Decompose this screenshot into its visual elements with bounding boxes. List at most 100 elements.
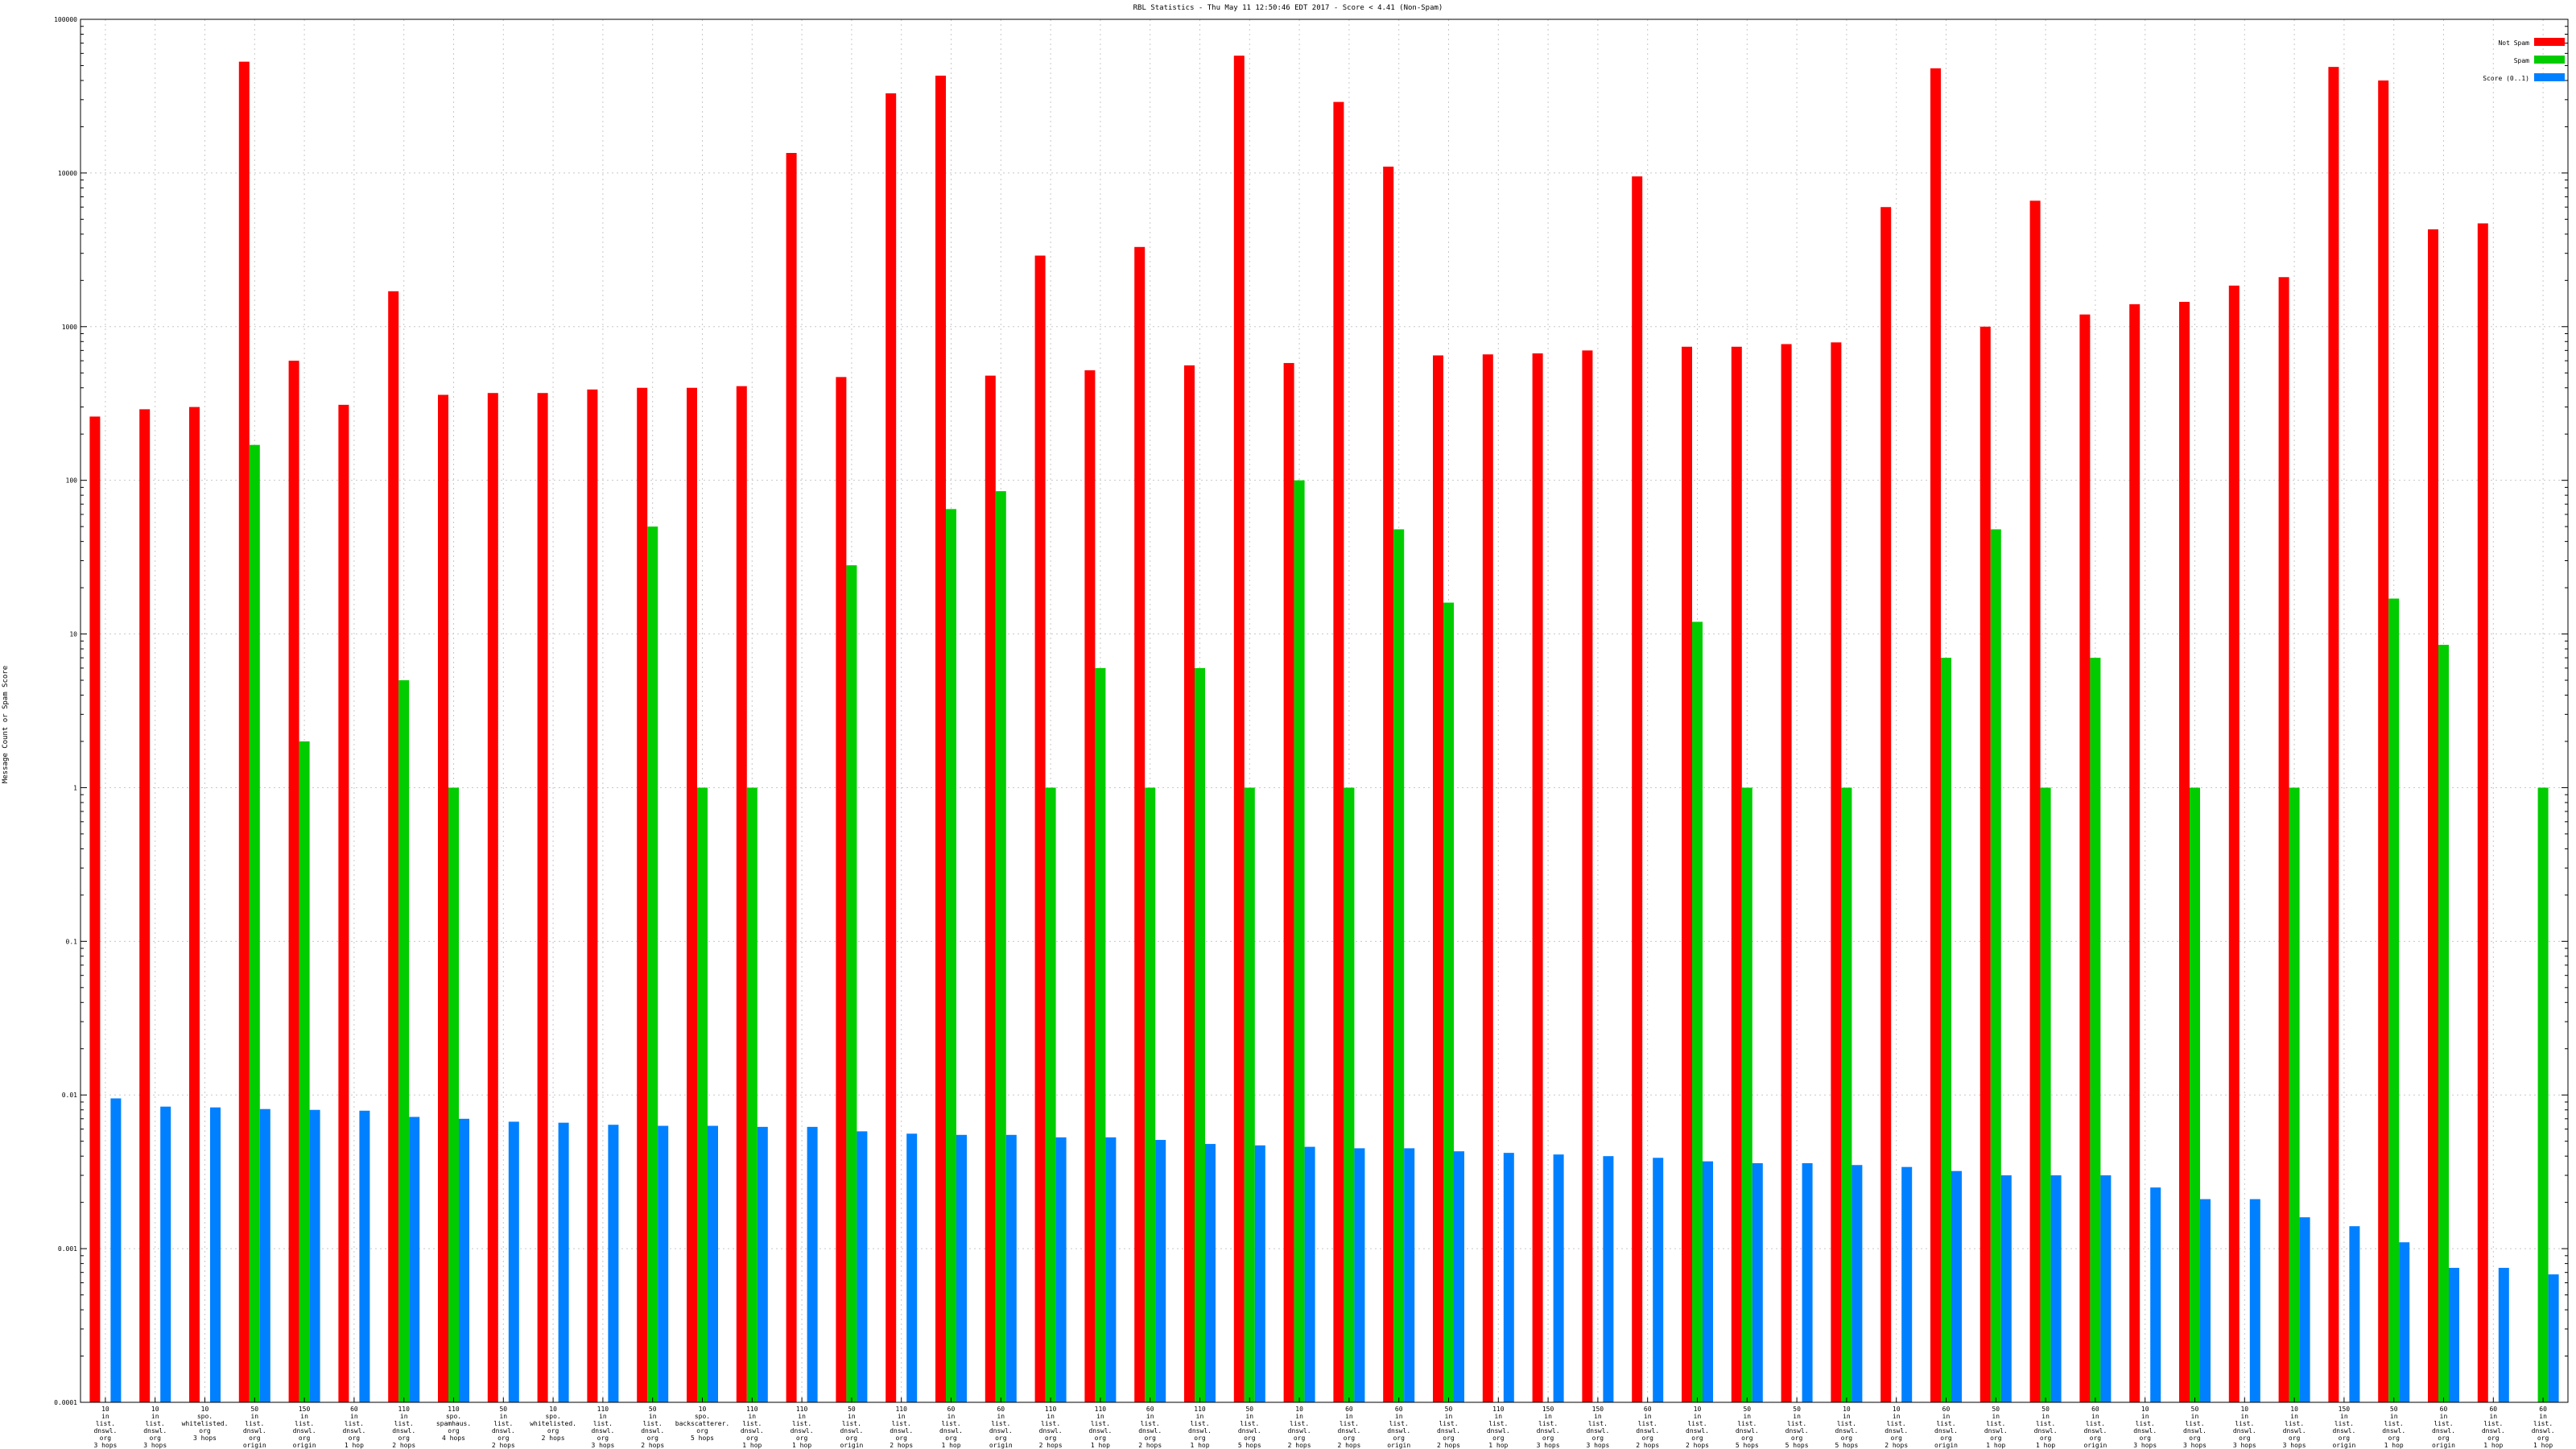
bar-score-0-1	[2399, 1242, 2410, 1402]
x-tick-label-line: in	[151, 1413, 159, 1420]
x-tick-label-line: 110	[1492, 1406, 1505, 1413]
x-tick-label-line: org	[1592, 1435, 1604, 1442]
x-tick-label-line: list.	[2533, 1420, 2553, 1427]
legend-label: Not Spam	[2498, 39, 2529, 47]
bar-score-0-1	[1304, 1146, 1315, 1402]
x-tick-label-line: 4 hops	[442, 1435, 465, 1442]
bar-not-spam	[1433, 355, 1443, 1403]
x-tick-label-line: in	[300, 1413, 308, 1420]
legend-label: Spam	[2514, 57, 2529, 64]
x-tick-label-line: 3 hops	[143, 1442, 167, 1449]
x-tick-label: 60 in list. dnswl. org origin	[2083, 1406, 2107, 1449]
x-tick-label-line: in	[2539, 1413, 2547, 1420]
x-tick-label-line: org	[1691, 1435, 1703, 1442]
bar-not-spam	[2079, 314, 2091, 1402]
x-tick-label-line: spo.	[545, 1413, 560, 1420]
x-tick-label-line: in	[250, 1413, 258, 1420]
bar-spam	[2090, 658, 2101, 1402]
x-tick-label-line: dnswl.	[1785, 1427, 1809, 1435]
bar-not-spam	[1682, 346, 1692, 1402]
x-tick-label-line: 60	[350, 1406, 358, 1413]
x-tick-label-line: spo.	[446, 1413, 461, 1420]
x-tick-label-line: list.	[792, 1420, 811, 1427]
legend-swatch	[2534, 38, 2565, 46]
x-tick-label: 10 in list. dnswl. org 3 hops	[2233, 1406, 2256, 1449]
x-tick-label-line: 50	[2191, 1406, 2199, 1413]
x-tick-label-line: 110	[597, 1406, 609, 1413]
x-tick-label: 110 in list. dnswl. org 2 hops	[1039, 1406, 1063, 1449]
x-tick-label-line: dnswl.	[1835, 1427, 1858, 1435]
x-tick-label-line: origin	[1934, 1442, 1958, 1449]
x-tick-label-line: in	[997, 1413, 1005, 1420]
y-tick-label: 100000	[54, 16, 77, 23]
x-tick-label-line: list.	[1538, 1420, 1558, 1427]
x-tick-label-line: list.	[96, 1420, 115, 1427]
bar-score-0-1	[2249, 1199, 2260, 1402]
x-tick-label: 10 in list. dnswl. org 2 hops	[1885, 1406, 1908, 1449]
bar-spam	[1741, 787, 1752, 1402]
x-tick-label-line: dnswl.	[2283, 1427, 2306, 1435]
x-tick-label-line: dnswl.	[1288, 1427, 1311, 1435]
bar-not-spam	[388, 291, 399, 1403]
x-tick-label-line: 10	[2290, 1406, 2298, 1413]
y-tick-label: 0.01	[62, 1092, 77, 1099]
bar-not-spam	[687, 387, 697, 1402]
bar-score-0-1	[1802, 1162, 1813, 1402]
legend-label: Score (0..1)	[2483, 75, 2529, 82]
x-tick-label-line: list.	[1290, 1420, 1309, 1427]
x-tick-label-line: 1 hop	[742, 1442, 762, 1449]
x-tick-label-line: 3 hops	[591, 1442, 614, 1449]
x-tick-label-line: 110	[1045, 1406, 1057, 1413]
x-tick-label-line: in	[2489, 1413, 2497, 1420]
bar-score-0-1	[757, 1126, 768, 1402]
x-tick-label: 10 in list. dnswl. org 5 hops	[1835, 1406, 1858, 1449]
bar-spam	[2388, 598, 2400, 1402]
x-tick-label: 110 in list. dnswl. org 1 hop	[791, 1406, 814, 1449]
x-tick-label-line: list.	[1986, 1420, 2005, 1427]
bar-not-spam	[1979, 326, 1991, 1402]
bar-not-spam	[2477, 223, 2488, 1403]
x-tick-label-line: in	[2240, 1413, 2248, 1420]
x-tick-label-line: dnswl.	[2034, 1427, 2058, 1435]
bar-not-spam	[1333, 101, 1344, 1403]
x-tick-label-line: dnswl.	[243, 1427, 266, 1435]
bar-not-spam	[1383, 166, 1394, 1402]
x-tick-label-line: in	[748, 1413, 756, 1420]
x-tick-label-line: 50	[2041, 1406, 2050, 1413]
x-tick-label: 10 spo. whitelisted. org 3 hops	[182, 1406, 229, 1442]
x-tick-label-line: list.	[1936, 1420, 1955, 1427]
x-tick-label-line: in	[1694, 1413, 1702, 1420]
bar-spam	[2438, 645, 2449, 1402]
x-tick-label-line: whitelisted.	[182, 1420, 229, 1427]
x-tick-label-line: in	[1544, 1413, 1552, 1420]
x-tick-label-line: list.	[1787, 1420, 1806, 1427]
x-tick-label-line: 10	[2240, 1406, 2248, 1413]
bar-not-spam	[2428, 229, 2438, 1402]
x-tick-label-line: dnswl.	[591, 1427, 614, 1435]
x-tick-label-line: 60	[2440, 1406, 2448, 1413]
x-tick-label-line: 60	[1942, 1406, 1951, 1413]
x-tick-label-line: org	[1890, 1435, 1902, 1442]
x-tick-label-line: 60	[2091, 1406, 2099, 1413]
x-tick-label-line: 2 hops	[1337, 1442, 1360, 1449]
bar-score-0-1	[956, 1134, 967, 1402]
x-tick-label-line: 10	[699, 1406, 707, 1413]
x-tick-label-line: org	[1095, 1435, 1107, 1442]
x-tick-label-line: org	[2090, 1435, 2102, 1442]
bar-score-0-1	[210, 1107, 221, 1402]
x-tick-label: 110 in list. dnswl. org 1 hop	[1487, 1406, 1510, 1449]
x-tick-label-line: 3 hops	[1537, 1442, 1560, 1449]
x-tick-label-line: list.	[1041, 1420, 1060, 1427]
x-tick-label-line: org	[1990, 1435, 2002, 1442]
x-tick-label-line: 110	[448, 1406, 460, 1413]
x-tick-label-line: 60	[997, 1406, 1005, 1413]
x-tick-label-line: dnswl.	[2183, 1427, 2207, 1435]
x-tick-label: 10 spo. whitelisted. org 2 hops	[530, 1406, 576, 1442]
x-tick-label-line: in	[2340, 1413, 2348, 1420]
x-tick-label: 60 in list. dnswl. org 2 hops	[1138, 1406, 1162, 1449]
x-tick-label-line: backscatterer.	[675, 1420, 729, 1427]
x-tick-label-line: list.	[892, 1420, 911, 1427]
x-tick-label-line: org	[149, 1435, 161, 1442]
bar-score-0-1	[1105, 1137, 1117, 1402]
x-tick-label-line: dnswl.	[989, 1427, 1013, 1435]
